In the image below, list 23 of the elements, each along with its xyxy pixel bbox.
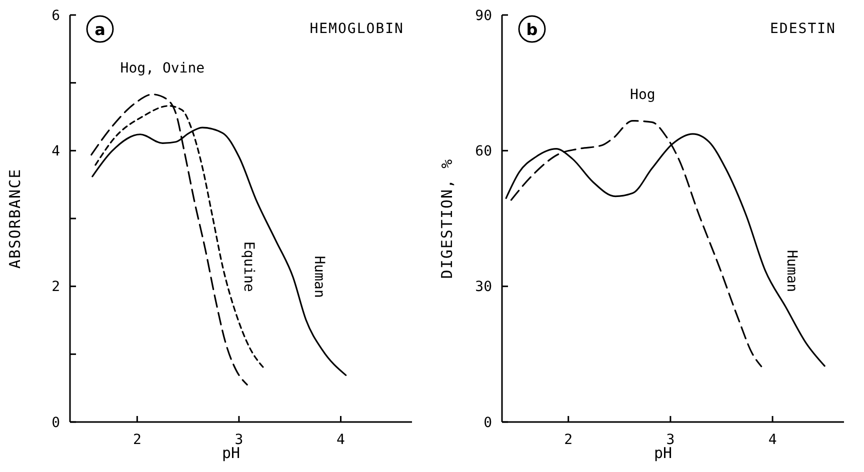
text: Human [310,256,327,298]
x-tick-label: 4 [768,432,777,448]
y-tick-label: 0 [52,414,60,431]
text: HEMOGLOBIN [310,21,404,37]
annotation: a [94,20,106,39]
y-tick-label: 60 [475,144,492,160]
x-tick-label: 2 [132,432,142,448]
y-tick-label: 90 [475,8,492,24]
y-axis-title: ABSORBANCE [6,168,24,269]
y-tick-label: 2 [52,279,60,296]
y-tick-label: 4 [52,144,60,160]
x-tick-label: 2 [564,432,573,448]
text: Human [783,250,800,292]
annotation: b [526,20,538,39]
y-axis-title: DIGESTION, % [438,158,456,279]
text: Equine [240,241,257,292]
y-tick-label: 0 [484,414,492,431]
series-label: Hog [630,86,656,103]
x-tick-label: 4 [336,432,345,448]
y-tick-label: 30 [475,279,492,296]
series-label: Hog, Ovine [120,60,205,76]
text: EDESTIN [770,21,836,37]
y-tick-label: 6 [52,8,60,24]
